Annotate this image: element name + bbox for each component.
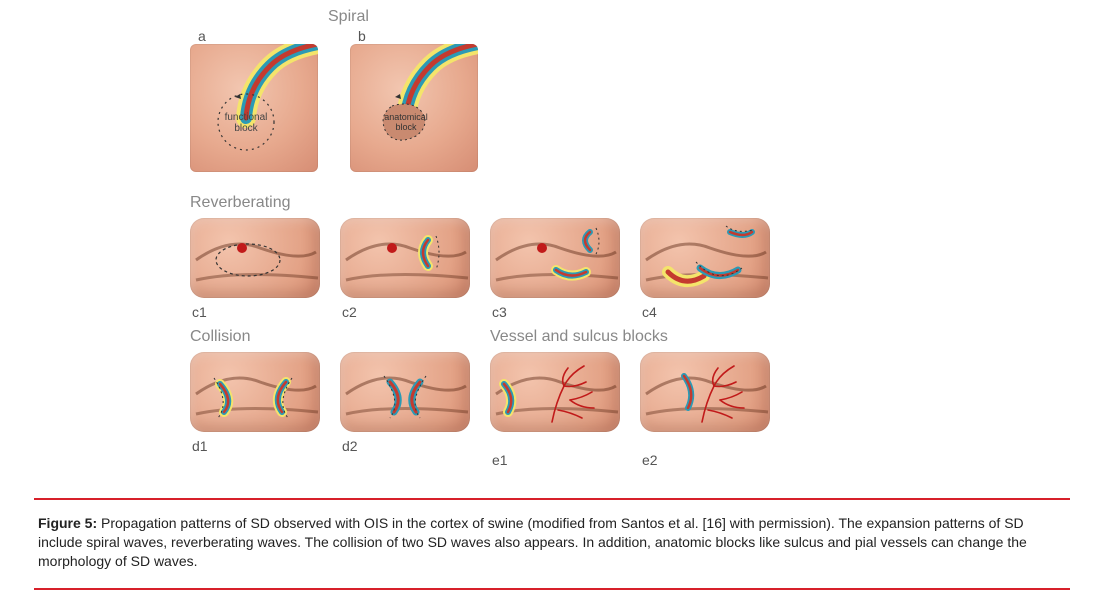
panel-c2: [340, 218, 470, 298]
section-label-spiral: Spiral: [328, 8, 369, 26]
panel-label-b: b: [358, 28, 366, 44]
svg-text:functional: functional: [225, 112, 268, 123]
panel-c1: [190, 218, 320, 298]
section-label-reverberating: Reverberating: [190, 194, 291, 212]
panel-label-e2: e2: [642, 452, 658, 468]
panel-e1: [490, 352, 620, 432]
panel-label-d1: d1: [192, 438, 208, 454]
panel-e2: [640, 352, 770, 432]
figure-container: Spiral a b functional block: [0, 0, 1104, 603]
panel-label-c3: c3: [492, 304, 507, 320]
caption-text: Propagation patterns of SD observed with…: [38, 515, 1027, 569]
section-label-vessel: Vessel and sulcus blocks: [490, 328, 668, 346]
panel-label-c1: c1: [192, 304, 207, 320]
rule-top: [34, 498, 1070, 500]
panel-spiral-a: functional block: [190, 44, 318, 172]
svg-text:anatomical: anatomical: [384, 112, 428, 122]
panel-c4: [640, 218, 770, 298]
panel-label-d2: d2: [342, 438, 358, 454]
svg-text:block: block: [395, 122, 417, 132]
panel-d2: [340, 352, 470, 432]
panel-spiral-b: anatomical block: [350, 44, 478, 172]
section-label-collision: Collision: [190, 328, 250, 346]
panel-label-c2: c2: [342, 304, 357, 320]
svg-text:block: block: [234, 123, 258, 134]
panel-label-a: a: [198, 28, 206, 44]
panel-label-e1: e1: [492, 452, 508, 468]
panel-label-c4: c4: [642, 304, 657, 320]
caption-lead: Figure 5:: [38, 515, 97, 531]
panel-d1: [190, 352, 320, 432]
panel-c3: [490, 218, 620, 298]
rule-bottom: [34, 588, 1070, 590]
figure-caption: Figure 5: Propagation patterns of SD obs…: [38, 514, 1066, 571]
